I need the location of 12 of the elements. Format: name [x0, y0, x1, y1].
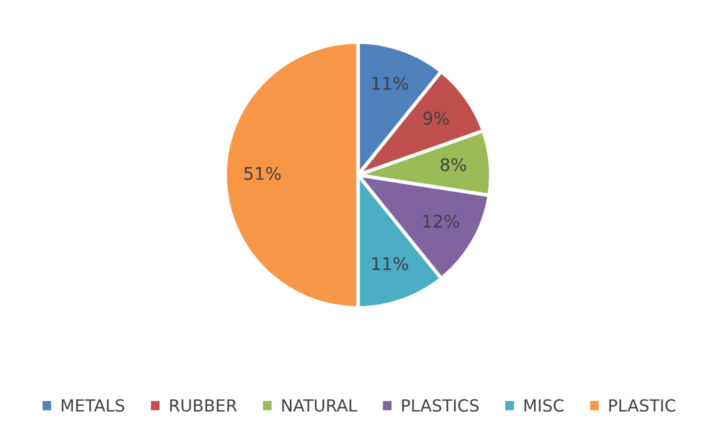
data-label: 11% — [372, 257, 408, 270]
data-label: 51% — [244, 166, 281, 180]
legend-label: MISC — [524, 399, 564, 412]
legend-label: PLASTIC — [609, 399, 676, 412]
data-label: 8% — [440, 158, 466, 172]
legend-label: NATURAL — [282, 399, 358, 412]
data-label: 12% — [423, 214, 460, 228]
legend-label: PLASTICS — [402, 399, 479, 412]
data-label: 9% — [423, 112, 449, 125]
legend-label: RUBBER — [170, 399, 237, 412]
legend-label: METALS — [62, 399, 124, 412]
data-label: 11% — [372, 76, 408, 90]
